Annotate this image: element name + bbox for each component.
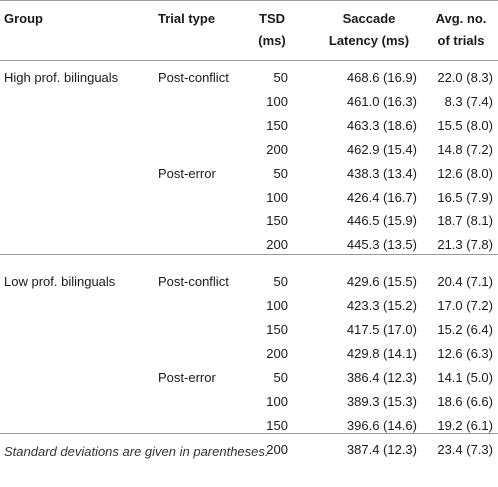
cell-avg-trials: 14.1 (5.0) bbox=[437, 369, 493, 385]
header-tsd-line2: (ms) bbox=[258, 33, 286, 48]
cell-tsd: 100 bbox=[266, 93, 288, 109]
cell-tsd: 200 bbox=[266, 345, 288, 361]
cell-tsd: 200 bbox=[266, 441, 288, 457]
header-latency-line2: Latency (ms) bbox=[328, 33, 410, 48]
cell-trial-type: Post-error bbox=[158, 369, 216, 385]
cell-tsd: 100 bbox=[266, 189, 288, 205]
header-avg-line2: of trials bbox=[437, 33, 485, 48]
cell-group: Low prof. bilinguals bbox=[4, 274, 116, 290]
cell-avg-trials: 18.6 (6.6) bbox=[437, 393, 493, 409]
cell-trial-type: Post-error bbox=[158, 165, 216, 181]
cell-saccade-latency: 417.5 (17.0) bbox=[346, 322, 417, 337]
top-rule bbox=[0, 0, 498, 1]
cell-tsd: 50 bbox=[273, 369, 288, 385]
cell-saccade-latency: 387.4 (12.3) bbox=[346, 441, 417, 457]
header-trial-type: Trial type bbox=[158, 11, 216, 26]
cell-avg-trials: 20.4 (7.1) bbox=[437, 274, 493, 290]
bottom-rule bbox=[0, 433, 498, 434]
cell-tsd: 50 bbox=[273, 274, 288, 290]
cell-saccade-latency: 423.3 (15.2) bbox=[346, 298, 417, 314]
cell-avg-trials: 12.6 (8.0) bbox=[437, 165, 493, 181]
cell-saccade-latency: 462.9 (15.4) bbox=[346, 141, 417, 157]
cell-trial-type: Post-conflict bbox=[158, 274, 229, 290]
cell-tsd: 50 bbox=[273, 165, 288, 181]
cell-saccade-latency: 386.4 (12.3) bbox=[346, 369, 417, 385]
cell-saccade-latency: 429.8 (14.1) bbox=[346, 345, 417, 361]
cell-avg-trials: 12.6 (6.3) bbox=[437, 345, 493, 361]
header-tsd-line1: TSD bbox=[259, 11, 285, 26]
cell-avg-trials: 21.3 (7.8) bbox=[437, 237, 493, 253]
cell-saccade-latency: 461.0 (16.3) bbox=[346, 93, 417, 109]
cell-tsd: 200 bbox=[266, 141, 288, 157]
cell-saccade-latency: 389.3 (15.3) bbox=[346, 393, 417, 409]
cell-trial-type: Post-conflict bbox=[158, 70, 229, 85]
cell-avg-trials: 17.0 (7.2) bbox=[437, 298, 493, 314]
cell-saccade-latency: 438.3 (13.4) bbox=[346, 165, 417, 181]
header-rule bbox=[0, 60, 498, 61]
cell-avg-trials: 14.8 (7.2) bbox=[437, 141, 493, 157]
cell-tsd: 150 bbox=[266, 417, 288, 433]
header-group: Group bbox=[4, 11, 43, 26]
cell-avg-trials: 22.0 (8.3) bbox=[437, 70, 493, 85]
cell-tsd: 50 bbox=[273, 70, 288, 85]
cell-tsd: 200 bbox=[266, 237, 288, 253]
header-avg-line1: Avg. no. bbox=[435, 11, 487, 26]
cell-saccade-latency: 426.4 (16.7) bbox=[346, 189, 417, 205]
cell-saccade-latency: 445.3 (13.5) bbox=[346, 237, 417, 253]
cell-saccade-latency: 463.3 (18.6) bbox=[346, 117, 417, 133]
cell-tsd: 150 bbox=[266, 322, 288, 337]
cell-tsd: 150 bbox=[266, 213, 288, 229]
cell-group: High prof. bilinguals bbox=[4, 70, 119, 85]
cell-tsd: 100 bbox=[266, 298, 288, 314]
cell-avg-trials: 8.3 (7.4) bbox=[444, 93, 493, 109]
cell-saccade-latency: 429.6 (15.5) bbox=[346, 274, 417, 290]
header-latency-line1: Saccade bbox=[342, 11, 396, 26]
cell-avg-trials: 18.7 (8.1) bbox=[437, 213, 493, 229]
cell-tsd: 150 bbox=[266, 117, 288, 133]
cell-avg-trials: 23.4 (7.3) bbox=[437, 441, 493, 457]
cell-avg-trials: 16.5 (7.9) bbox=[437, 189, 493, 205]
cell-saccade-latency: 446.5 (15.9) bbox=[346, 213, 417, 229]
cell-saccade-latency: 468.6 (16.9) bbox=[346, 70, 417, 85]
cell-avg-trials: 15.5 (8.0) bbox=[437, 117, 493, 133]
cell-avg-trials: 15.2 (6.4) bbox=[437, 322, 493, 337]
cell-saccade-latency: 396.6 (14.6) bbox=[346, 417, 417, 433]
cell-avg-trials: 19.2 (6.1) bbox=[437, 417, 493, 433]
group-divider bbox=[0, 254, 498, 255]
cell-tsd: 100 bbox=[266, 393, 288, 409]
table-footnote: Standard deviations are given in parenth… bbox=[4, 444, 269, 459]
